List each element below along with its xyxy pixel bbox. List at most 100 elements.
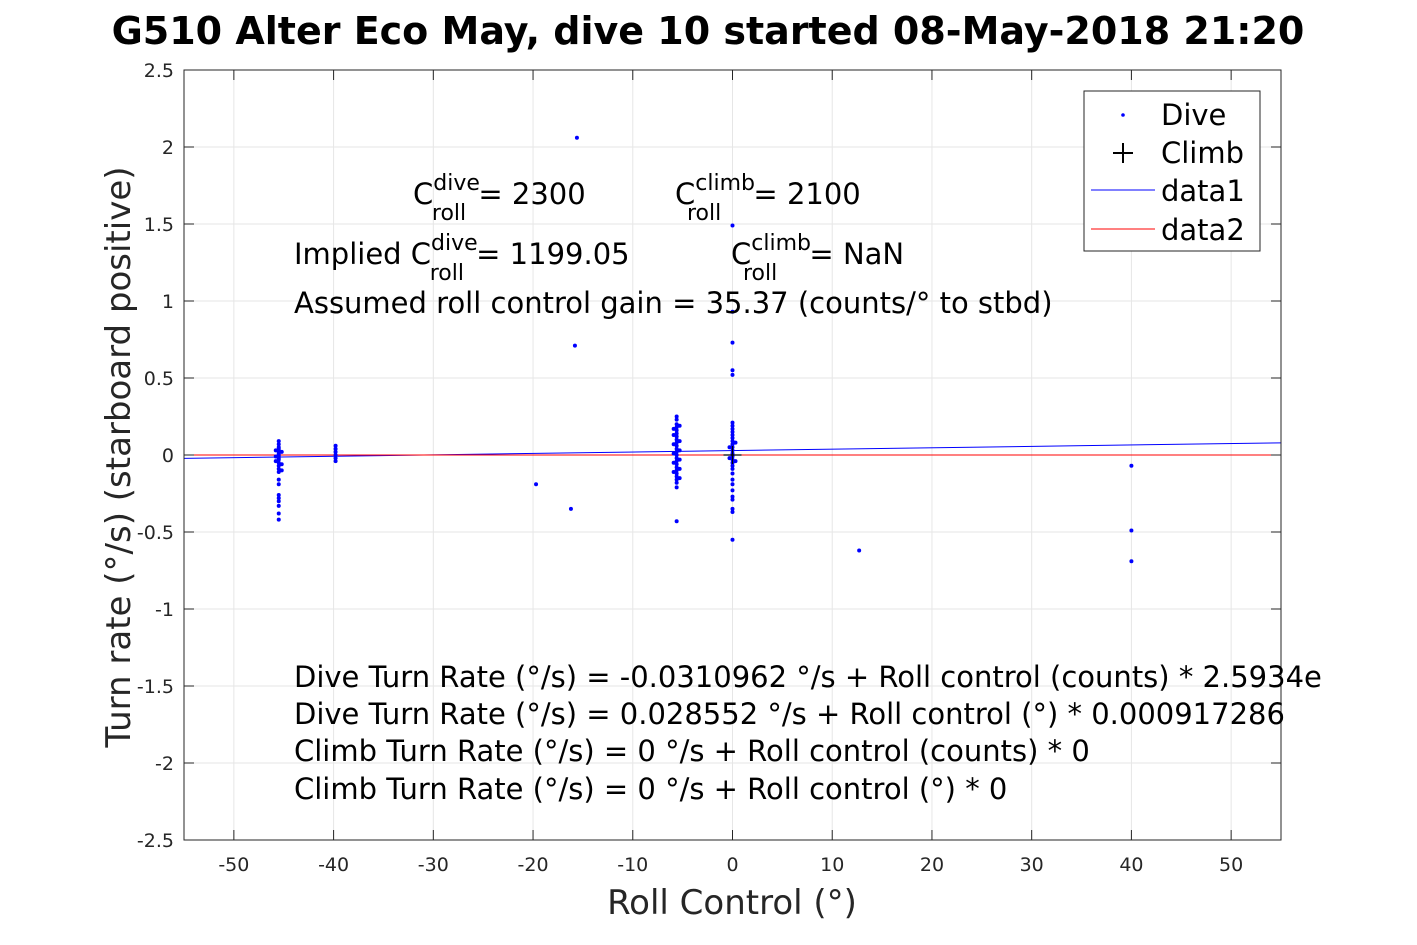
fit-line-2: Dive Turn Rate (°/s) = 0.028552 °/s + Ro…	[294, 697, 1285, 731]
dive-point	[733, 440, 738, 445]
dive-point	[677, 476, 682, 481]
dive-point	[674, 443, 679, 448]
dive-point	[733, 459, 738, 464]
x-tick-label: 30	[1020, 854, 1044, 876]
dive-point	[279, 462, 284, 467]
dive-point	[273, 459, 278, 464]
dive-point	[730, 488, 735, 493]
dive-point	[730, 442, 735, 447]
legend-dive-marker	[1121, 113, 1125, 117]
dive-point	[279, 468, 284, 473]
dive-point	[574, 135, 579, 140]
dive-point	[674, 422, 679, 427]
axis-ticks: -50 -40 -30 -20 -10 0 10 20 30 40 50-2.5-2-1.5-1-0…	[137, 60, 1281, 876]
x-tick-label: -10	[617, 854, 648, 876]
y-tick-label: 0.5	[144, 368, 174, 390]
y-tick-label: -2.5	[137, 830, 174, 852]
y-tick-label: 0	[162, 445, 174, 467]
gain-annotation: Assumed roll control gain = 35.37 (count…	[294, 286, 1053, 320]
dive-point	[730, 506, 735, 511]
dive-point	[677, 457, 682, 462]
dive-point	[730, 423, 735, 428]
dive-point	[333, 446, 338, 451]
x-tick-label: 50	[1219, 854, 1243, 876]
x-tick-label: 40	[1119, 854, 1143, 876]
dive-point	[677, 448, 682, 453]
dive-point	[677, 439, 682, 444]
dive-point	[730, 432, 735, 437]
dive-point	[534, 482, 539, 487]
y-tick-label: 2.5	[144, 60, 174, 82]
dive-point	[674, 428, 679, 433]
dive-point	[674, 431, 679, 436]
legend-dive-label: Dive	[1161, 98, 1226, 132]
dive-point	[276, 517, 281, 522]
y-axis-label: Turn rate (°/s) (starboard positive)	[99, 166, 139, 748]
dive-point	[674, 456, 679, 461]
y-tick-label: 2	[162, 137, 174, 159]
dive-point	[730, 223, 735, 228]
dive-point	[727, 456, 732, 461]
dive-point	[674, 437, 679, 442]
dive-point	[276, 477, 281, 482]
dive-point	[674, 417, 679, 422]
x-tick-label: -50	[218, 854, 249, 876]
dive-point	[276, 469, 281, 474]
dive-point	[730, 368, 735, 373]
dive-point	[276, 439, 281, 444]
dive-point	[730, 436, 735, 441]
dive-point	[730, 471, 735, 476]
y-tick-label: 1	[162, 291, 174, 313]
legend-climb-marker	[1113, 143, 1133, 163]
legend-data1-label: data1	[1161, 174, 1245, 208]
dive-point	[674, 459, 679, 464]
dive-point	[1129, 463, 1134, 468]
x-tick-label: -30	[418, 854, 449, 876]
dive-point	[674, 477, 679, 482]
dive-point	[674, 434, 679, 439]
x-tick-label: 20	[920, 854, 944, 876]
dive-point	[276, 457, 281, 462]
dive-point	[674, 425, 679, 430]
dive-point	[568, 506, 573, 511]
dive-point	[333, 459, 338, 464]
dive-point	[1129, 559, 1134, 564]
dive-point	[730, 477, 735, 482]
dive-point	[674, 446, 679, 451]
dive-point	[674, 440, 679, 445]
chart-title: G510 Alter Eco May, dive 10 started 08-M…	[112, 9, 1305, 53]
x-tick-label: -20	[518, 854, 549, 876]
dive-point	[333, 456, 338, 461]
dive-point	[671, 460, 676, 465]
climb-point	[723, 446, 742, 464]
x-tick-label: -40	[318, 854, 349, 876]
dive-point	[730, 340, 735, 345]
annotations: Cdive roll = 2300 Cclimb roll = 2100 Impli…	[294, 171, 1322, 806]
dive-point	[730, 372, 735, 377]
dive-point	[674, 519, 679, 524]
dive-point	[727, 445, 732, 450]
dive-point	[674, 449, 679, 454]
data-points	[273, 135, 1134, 564]
dive-point	[276, 493, 281, 498]
dive-point	[674, 468, 679, 473]
dive-point	[730, 537, 735, 542]
y-tick-label: -1.5	[137, 676, 174, 698]
y-tick-label: -1	[155, 599, 174, 621]
dive-point	[730, 309, 735, 314]
dive-point	[333, 443, 338, 448]
dive-point	[730, 466, 735, 471]
dive-point	[276, 503, 281, 508]
dive-point	[333, 453, 338, 457]
implied-dive-annotation: Implied Cdive roll = 1199.05	[294, 231, 630, 286]
dive-point	[674, 471, 679, 476]
dive-point	[677, 423, 682, 428]
dive-point	[276, 442, 281, 447]
dive-point	[857, 548, 862, 553]
dive-point	[674, 465, 679, 470]
dive-point	[674, 480, 679, 485]
dive-point	[730, 426, 735, 431]
fit-line-1: Dive Turn Rate (°/s) = -0.0310962 °/s + …	[294, 660, 1322, 694]
dive-point	[572, 343, 577, 348]
